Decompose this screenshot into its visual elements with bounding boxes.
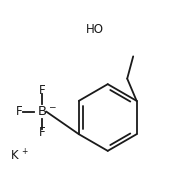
Text: K: K xyxy=(11,150,18,163)
Text: +: + xyxy=(21,147,27,156)
Text: F: F xyxy=(16,105,22,118)
Text: B: B xyxy=(37,105,47,118)
Text: F: F xyxy=(39,84,45,97)
Text: −: − xyxy=(48,102,55,111)
Text: F: F xyxy=(39,126,45,139)
Text: HO: HO xyxy=(86,23,104,36)
